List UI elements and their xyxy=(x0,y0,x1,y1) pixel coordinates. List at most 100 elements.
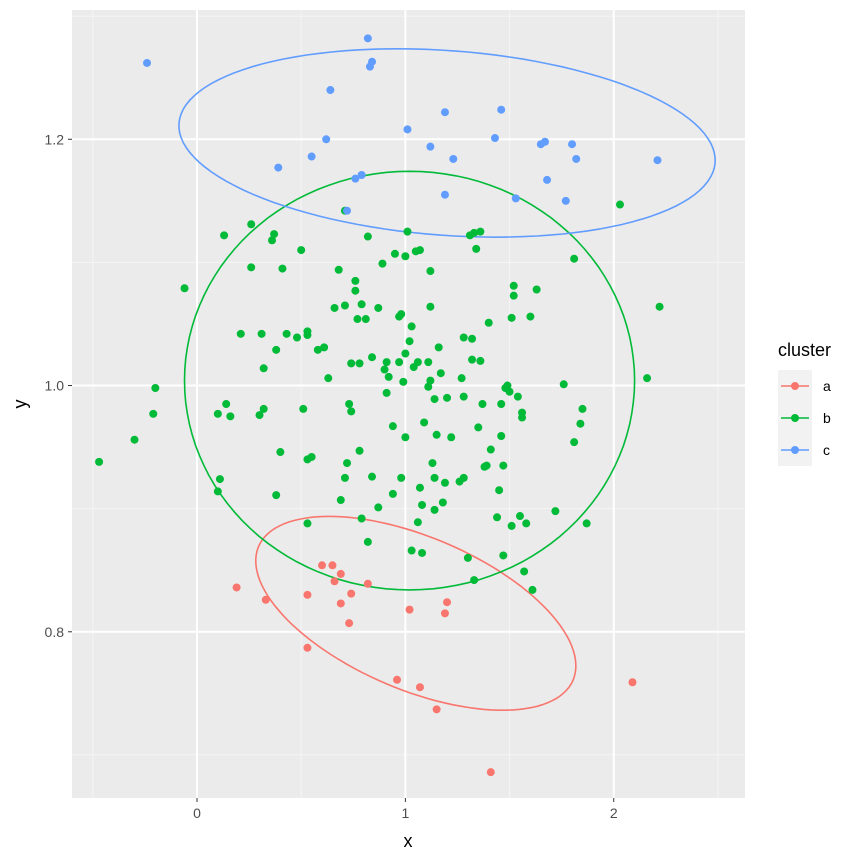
point-b xyxy=(299,404,308,413)
point-b xyxy=(418,548,427,557)
point-a xyxy=(330,577,339,586)
legend-item-b: b xyxy=(778,402,831,434)
point-b xyxy=(95,457,104,466)
point-b xyxy=(468,355,477,364)
point-b xyxy=(526,312,535,321)
legend-item-a: a xyxy=(778,370,831,402)
point-b xyxy=(459,333,468,342)
point-c xyxy=(322,135,331,144)
point-b xyxy=(401,433,410,442)
point-b xyxy=(403,227,412,236)
point-a xyxy=(440,609,449,618)
ellipse-c xyxy=(178,47,716,239)
legend: cluster abc xyxy=(778,340,831,466)
point-c xyxy=(403,125,412,134)
point-c xyxy=(653,156,662,165)
point-b xyxy=(415,246,424,255)
point-b xyxy=(470,228,479,237)
point-c xyxy=(568,140,577,149)
point-c xyxy=(490,134,499,143)
point-b xyxy=(388,489,397,498)
point-b xyxy=(272,491,281,500)
point-b xyxy=(303,519,312,528)
point-b xyxy=(447,433,456,442)
point-a xyxy=(486,768,495,777)
y-axis: 0.8 1.0 1.2 xyxy=(45,131,72,640)
point-b xyxy=(415,483,424,492)
point-b xyxy=(215,475,224,484)
point-b xyxy=(497,400,506,408)
point-c xyxy=(449,154,458,163)
minor-grid xyxy=(72,10,745,798)
point-b xyxy=(334,265,343,274)
point-c xyxy=(440,108,449,117)
point-b xyxy=(151,383,160,392)
point-b xyxy=(507,313,516,322)
point-b xyxy=(380,365,389,374)
point-a xyxy=(261,595,270,604)
point-b xyxy=(405,337,414,346)
point-a xyxy=(336,599,345,608)
point-a xyxy=(303,590,312,599)
point-b xyxy=(515,512,524,521)
x-axis: 0 1 2 xyxy=(193,798,618,821)
point-b xyxy=(401,252,410,261)
point-b xyxy=(340,301,349,310)
point-b xyxy=(374,503,383,512)
point-c xyxy=(561,196,570,205)
point-b xyxy=(499,551,508,560)
point-b xyxy=(468,334,477,343)
y-tick-label: 1.2 xyxy=(45,131,65,147)
x-tick-label: 2 xyxy=(610,805,618,821)
point-c xyxy=(540,137,549,146)
point-a xyxy=(336,569,345,578)
point-b xyxy=(213,487,222,496)
point-b xyxy=(259,404,268,413)
point-a xyxy=(405,605,414,614)
point-b xyxy=(303,455,312,464)
point-b xyxy=(270,230,279,239)
point-b xyxy=(374,303,383,312)
point-b xyxy=(297,246,306,255)
point-b xyxy=(353,315,362,324)
point-b xyxy=(499,461,508,470)
point-b xyxy=(509,291,518,300)
point-c xyxy=(343,206,352,215)
point-b xyxy=(426,376,435,385)
legend-key-point xyxy=(791,382,799,390)
point-b xyxy=(426,267,435,276)
point-b xyxy=(426,302,435,311)
point-b xyxy=(474,423,483,432)
point-b xyxy=(320,343,329,352)
point-b xyxy=(505,387,514,396)
point-b xyxy=(395,358,404,367)
point-b xyxy=(507,521,516,530)
point-b xyxy=(576,419,585,428)
point-b xyxy=(434,343,443,352)
point-b xyxy=(551,507,560,516)
point-b xyxy=(343,459,352,468)
point-b xyxy=(388,422,397,431)
point-b xyxy=(361,315,370,324)
point-b xyxy=(345,400,354,408)
legend-item-c: c xyxy=(778,434,830,466)
point-b xyxy=(363,537,372,546)
point-b xyxy=(476,356,485,365)
point-b xyxy=(615,200,624,209)
point-b xyxy=(276,448,285,457)
point-b xyxy=(482,461,491,470)
point-b xyxy=(503,381,512,390)
point-b xyxy=(424,382,433,391)
point-b xyxy=(382,358,391,367)
point-b xyxy=(493,513,502,522)
point-a xyxy=(232,583,241,592)
point-a xyxy=(628,678,637,687)
point-b xyxy=(655,302,664,311)
point-b xyxy=(413,358,422,367)
point-b xyxy=(336,496,345,505)
point-b xyxy=(430,395,439,404)
point-b xyxy=(513,392,522,401)
data-points xyxy=(95,34,664,777)
legend-label: c xyxy=(823,442,830,458)
